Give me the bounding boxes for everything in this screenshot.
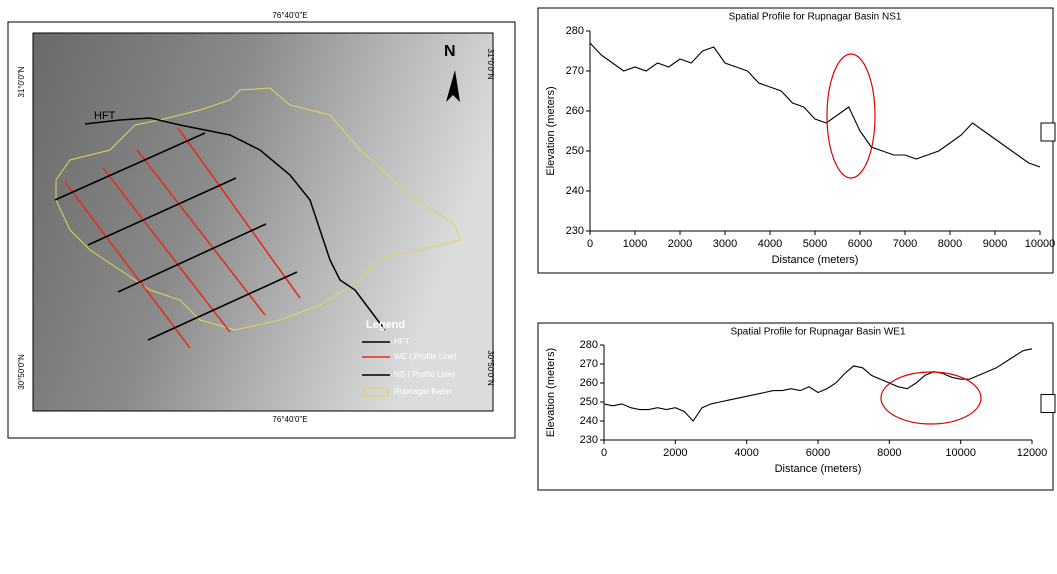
x-coordinate-label: 76°40'0"E — [272, 415, 307, 424]
y-tick-label: 260 — [566, 105, 584, 117]
y-coordinate-label: 30°50'0"N — [486, 350, 495, 386]
y-tick-label: 280 — [580, 339, 598, 351]
x-tick-label: 3000 — [713, 238, 737, 250]
x-tick-label: 6000 — [806, 447, 830, 459]
x-tick-label: 7000 — [893, 238, 917, 250]
y-tick-label: 270 — [580, 358, 598, 370]
x-tick-label: 5000 — [803, 238, 827, 250]
y-tick-label: 260 — [580, 377, 598, 389]
y-tick-label: 230 — [566, 225, 584, 237]
chart-frame — [537, 7, 1054, 274]
y-tick-label: 250 — [580, 396, 598, 408]
chart-title: Spatial Profile for Rupnagar Basin WE1 — [730, 327, 906, 338]
legend-stub — [1040, 394, 1056, 413]
fault-line — [84, 117, 386, 331]
x-tick-label: 4000 — [758, 238, 782, 250]
highlight-ellipse — [826, 53, 876, 179]
y-tick-label: 270 — [566, 65, 584, 77]
y-tick-label: 250 — [566, 145, 584, 157]
north-label: N — [444, 43, 456, 60]
y-coordinate-label: 30°50'0"N — [17, 354, 26, 390]
x-tick-label: 10000 — [1025, 238, 1056, 250]
y-tick-label: 280 — [566, 25, 584, 37]
y-tick-label: 240 — [566, 185, 584, 197]
map-legend: Legend HFT WE ( Profile Line) NS ( Profi… — [362, 319, 457, 397]
legend-entry: Rupnagar Basin — [394, 387, 451, 396]
ns-profile-lines — [54, 132, 298, 341]
x-tick-label: 1000 — [623, 238, 647, 250]
y-axis-label: Elevation (meters) — [545, 348, 557, 437]
map-relief — [32, 32, 494, 412]
profile-line — [603, 348, 1033, 422]
map-panel: N HFT 76°40'0"E 76°40'0"E 31°0'0"N 31°0'… — [7, 11, 516, 439]
we-profile-lines — [64, 127, 301, 349]
y-axis-label: Elevation (meters) — [545, 86, 557, 175]
x-tick-label: 6000 — [848, 238, 872, 250]
x-tick-label: 0 — [601, 447, 607, 459]
x-tick-label: 2000 — [668, 238, 692, 250]
y-tick-label: 230 — [580, 434, 598, 446]
x-tick-label: 0 — [587, 238, 593, 250]
profile-line — [589, 42, 1041, 168]
legend-title: Legend — [366, 319, 405, 331]
y-coordinate-label: 31°0'0"N — [486, 48, 495, 79]
fault-label: HFT — [94, 110, 116, 122]
x-axis-label: Distance (meters) — [772, 254, 859, 266]
chart-frame — [537, 322, 1054, 491]
x-tick-label: 8000 — [877, 447, 901, 459]
x-tick-label: 12000 — [1017, 447, 1048, 459]
north-arrow — [446, 70, 460, 102]
x-tick-label: 8000 — [938, 238, 962, 250]
x-tick-label: 4000 — [734, 447, 758, 459]
x-tick-label: 9000 — [983, 238, 1007, 250]
x-tick-label: 10000 — [945, 447, 976, 459]
legend-stub — [1040, 122, 1056, 142]
x-tick-label: 2000 — [663, 447, 687, 459]
highlight-ellipse — [880, 371, 982, 425]
legend-entry: WE ( Profile Line) — [394, 352, 457, 361]
x-coordinate-label: 76°40'0"E — [272, 11, 307, 20]
y-tick-label: 240 — [580, 415, 598, 427]
legend-entry: HFT — [394, 337, 410, 346]
legend-entry: NS ( Profile Line) — [394, 370, 455, 379]
x-axis-label: Distance (meters) — [775, 463, 862, 475]
basin-outline — [55, 87, 461, 331]
y-coordinate-label: 31°0'0"N — [17, 66, 26, 97]
chart-title: Spatial Profile for Rupnagar Basin NS1 — [729, 12, 902, 23]
